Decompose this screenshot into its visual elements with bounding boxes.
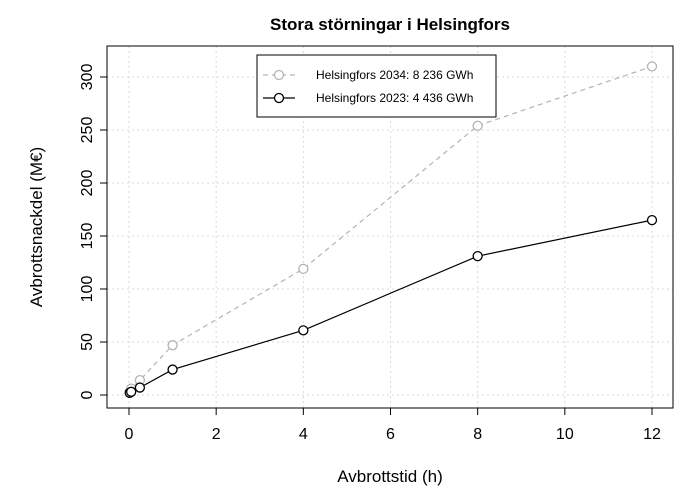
x-tick-label: 0 [125,426,134,443]
data-point [472,120,483,131]
y-tick-label: 100 [79,276,96,303]
legend-item: Helsingfors 2023: 4 436 GWh [263,91,473,105]
data-point [472,250,483,262]
x-tick-label: 10 [556,426,574,443]
x-axis-label: Avbrottstid (h) [337,467,443,486]
y-tick-label: 300 [79,64,96,91]
chart-title: Stora störningar i Helsingfors [270,15,510,34]
y-tick-label: 0 [79,390,96,399]
legend-item: Helsingfors 2034: 8 236 GWh [263,68,473,82]
x-tick-label: 8 [473,426,482,443]
data-point [298,325,309,336]
legend-marker [273,92,285,104]
data-point [646,214,658,226]
series-layer [124,61,658,399]
x-tick-label: 2 [212,426,221,443]
data-point [126,386,137,397]
y-tick-label: 200 [79,170,96,197]
y-axis: 0 50 100 150 200 250 300 [79,64,108,399]
data-point [134,382,146,393]
x-tick-label: 6 [386,426,395,443]
series-2 [124,214,658,399]
data-point [298,263,309,275]
data-point [167,364,178,375]
y-tick-label: 50 [79,333,96,351]
x-tick-label: 12 [643,426,661,443]
x-tick-label: 4 [299,426,308,443]
legend: Helsingfors 2034: 8 236 GWh Helsingfors 2… [256,54,497,118]
legend-box [256,54,497,118]
legend-marker [273,69,285,81]
x-axis: 0 2 4 6 8 10 12 [125,407,661,443]
y-axis-label: Avbrottsnackdel (M€) [27,147,46,307]
data-point [646,61,658,72]
legend-label: Helsingfors 2023: 4 436 GWh [316,91,473,105]
data-point [167,340,178,351]
y-tick-label: 250 [79,117,96,144]
legend-label: Helsingfors 2034: 8 236 GWh [316,68,473,82]
y-tick-label: 150 [79,223,96,250]
